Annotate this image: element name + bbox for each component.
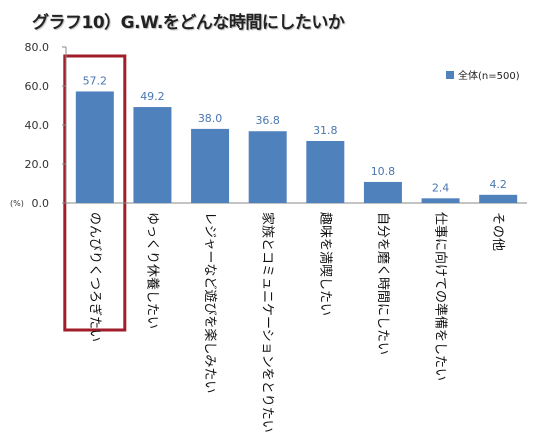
y-tick-label: 80.0 (25, 41, 50, 54)
bar (133, 107, 172, 203)
bar-value-label: 4.2 (489, 178, 507, 191)
bar (479, 194, 518, 203)
category-label: 仕事に向けての準備をしたい (433, 212, 449, 381)
y-axis-unit-label: (%) (10, 199, 24, 208)
bar (75, 91, 114, 203)
bar-value-label: 49.2 (140, 90, 165, 103)
legend: 全体(n=500) (446, 69, 520, 82)
y-tick-label: 0.0 (32, 197, 50, 210)
category-label: のんびりくつろぎたい (87, 212, 102, 342)
legend-swatch (446, 71, 454, 79)
category-label: その他 (490, 212, 505, 251)
bar-value-label: 57.2 (83, 74, 108, 87)
bar (306, 140, 345, 203)
category-label: レジャーなど遊びを楽しみたい (202, 212, 218, 393)
category-label: 趣味を満喫したい (317, 212, 332, 316)
y-tick-label: 20.0 (25, 158, 50, 171)
bar (191, 128, 230, 203)
category-label: 自分を磨く時間にしたい (375, 212, 390, 355)
bar-value-label: 36.8 (255, 114, 280, 127)
bar (248, 131, 287, 203)
y-tick-label: 60.0 (25, 80, 50, 93)
bar-value-label: 10.8 (371, 165, 396, 178)
legend-label: 全体(n=500) (458, 69, 520, 82)
y-tick-label: 40.0 (25, 119, 50, 132)
highlight-box (63, 54, 127, 332)
category-label: ゆっくり休養したい (144, 212, 160, 329)
bar (363, 181, 402, 203)
chart-title: グラフ10）G.W.をどんな時間にしたいか (32, 13, 345, 33)
bar (421, 198, 460, 203)
bar-value-label: 31.8 (313, 124, 338, 137)
bar-value-label: 2.4 (432, 181, 450, 194)
bar-value-label: 38.0 (198, 112, 223, 125)
category-label: 家族とコミュニケーションをとりたい (260, 212, 276, 433)
